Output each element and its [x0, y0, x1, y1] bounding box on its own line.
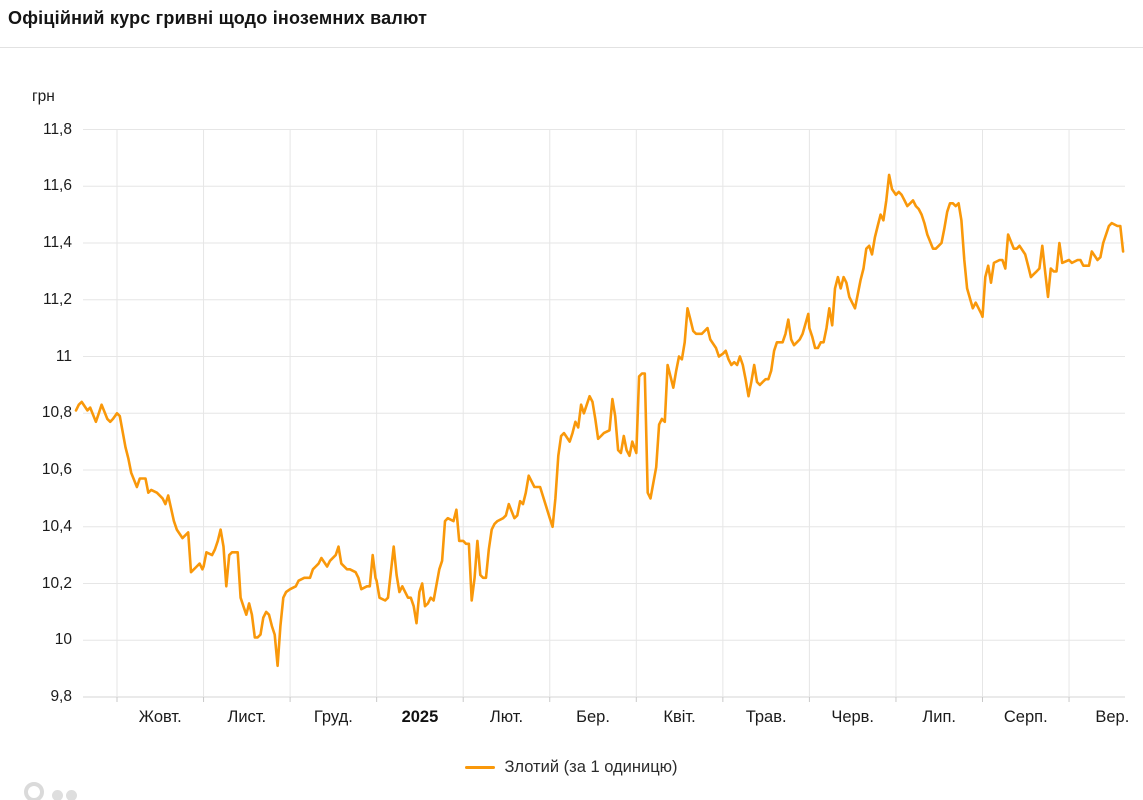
y-tick-label: 10,2: [41, 574, 72, 592]
x-tick-label: Серп.: [1003, 708, 1048, 726]
y-tick-label: 10,6: [41, 461, 72, 478]
x-tick-label: Лист.: [227, 708, 267, 726]
exchange-rate-chart: грн Злотий (за 1 одиницю) 11,8 11,6 11,4 11…: [0, 48, 1143, 800]
y-tick-label: 11,8: [42, 120, 72, 138]
x-tick-label: Трав.: [745, 708, 787, 726]
chart-legend: Злотий (за 1 одиницю): [0, 758, 1143, 777]
watermark-dot-icon: [66, 790, 77, 800]
x-tick-label: Груд.: [313, 708, 353, 726]
watermark-ring-icon: [24, 782, 44, 800]
title-divider: [0, 47, 1143, 48]
x-tick-label: Вер.: [1095, 708, 1130, 726]
x-tick-label: Жовт.: [138, 708, 182, 726]
y-axis-unit-label: грн: [32, 88, 55, 105]
y-tick-label: 10: [54, 631, 72, 649]
x-tick-label: Лют.: [489, 708, 524, 726]
y-tick-label: 9,8: [50, 688, 72, 705]
x-tick-label: Лип.: [922, 708, 957, 726]
x-tick-label: Бер.: [576, 708, 610, 726]
y-tick-label: 11,2: [42, 290, 72, 308]
x-tick-label: Черв.: [831, 708, 875, 726]
y-tick-label: 11,6: [42, 177, 72, 195]
legend-line-swatch-icon: [465, 766, 496, 769]
y-tick-label: 11: [55, 347, 72, 365]
x-tick-label: Квіт.: [663, 708, 696, 726]
page-title: Офіційний курс гривні щодо іноземних вал…: [8, 8, 428, 28]
y-tick-label: 11,4: [42, 234, 72, 251]
x-tick-label: 2025: [401, 708, 439, 726]
y-tick-label: 10,4: [41, 517, 72, 535]
watermark-dot-icon: [52, 790, 63, 800]
legend-item-label: Злотий (за 1 одиницю): [504, 758, 678, 776]
y-tick-label: 10,8: [41, 404, 72, 422]
partial-logo-watermark: [18, 780, 98, 800]
legend-item-zloty[interactable]: Злотий (за 1 одиницю): [465, 758, 678, 777]
series-line-zloty: [74, 173, 1125, 668]
